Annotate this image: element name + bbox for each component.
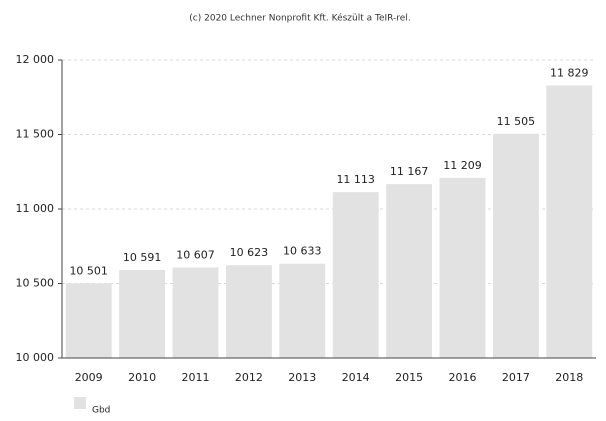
bar [225,265,272,358]
y-tick-label: 10 000 [16,351,55,364]
x-tick-label: 2018 [555,371,583,384]
bar [119,269,166,358]
y-tick-label: 11 500 [16,128,55,141]
bar [546,85,593,358]
x-tick-label: 2009 [75,371,103,384]
bar [386,184,433,358]
x-tick-label: 2017 [502,371,530,384]
bar [492,133,539,358]
y-tick-label: 12 000 [16,53,55,66]
value-label: 10 623 [230,246,269,259]
value-label: 10 633 [283,245,322,258]
bar [172,267,219,358]
value-label: 10 591 [123,251,162,264]
bar [332,192,379,358]
x-tick-label: 2010 [128,371,156,384]
x-tick-label: 2016 [449,371,477,384]
value-label: 11 167 [390,165,429,178]
chart-title: (c) 2020 Lechner Nonprofit Kft. Készült … [189,13,410,24]
value-label: 11 829 [550,66,589,79]
bar [65,283,112,358]
legend-label: Gbd [92,406,110,416]
y-tick-label: 10 500 [16,277,55,290]
x-tick-label: 2014 [342,371,370,384]
value-label: 11 209 [443,159,482,172]
y-tick-label: 11 000 [16,202,55,215]
value-label: 10 501 [69,264,108,277]
bar [439,177,486,358]
bar [279,263,326,358]
x-tick-label: 2015 [395,371,423,384]
value-label: 11 505 [497,115,536,128]
x-tick-label: 2012 [235,371,263,384]
legend-swatch [74,397,86,409]
x-tick-label: 2011 [182,371,210,384]
value-label: 10 607 [176,249,215,262]
x-tick-label: 2013 [288,371,316,384]
value-label: 11 113 [336,173,375,186]
